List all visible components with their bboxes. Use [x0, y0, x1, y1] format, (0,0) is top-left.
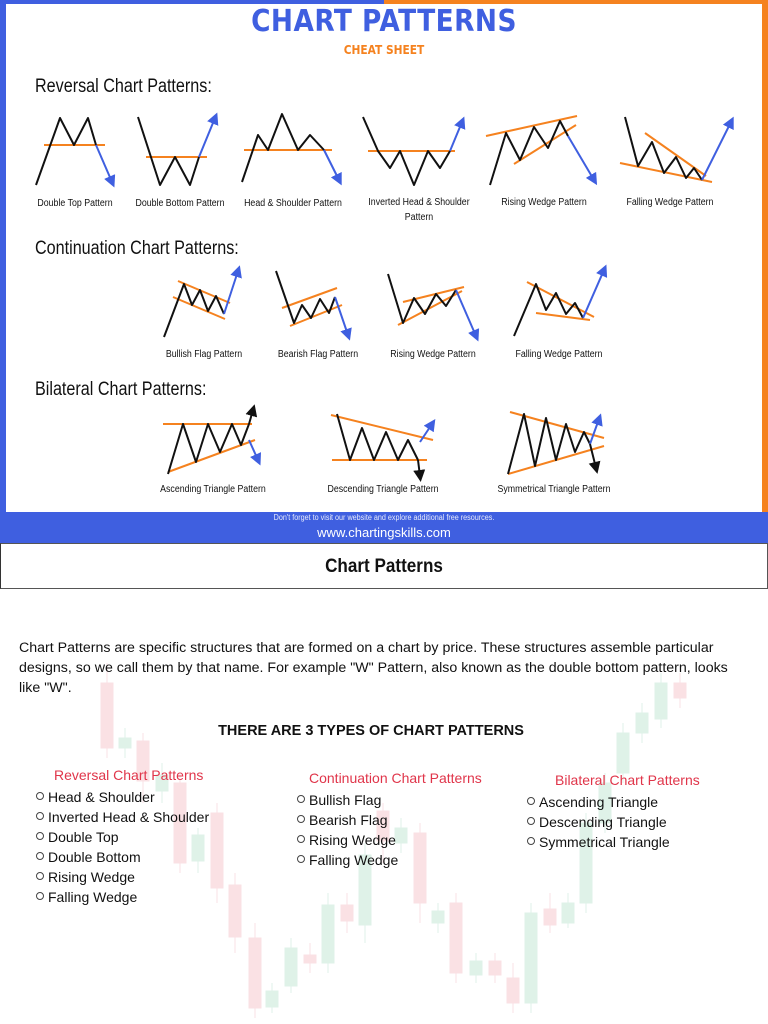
- footer-url-link[interactable]: www.chartingskills.com: [317, 525, 451, 540]
- label-double-top: Double Top Pattern: [37, 198, 113, 209]
- list-item: Double Bottom: [36, 847, 209, 867]
- list-item: Inverted Head & Shoulder: [36, 807, 209, 827]
- list-item: Falling Wedge: [36, 887, 209, 907]
- list-item: Bullish Flag: [297, 790, 482, 810]
- section-reversal: Reversal Chart Patterns:: [35, 76, 212, 97]
- list-item: Descending Triangle: [527, 812, 700, 832]
- bullish-flag-diagram: [163, 265, 242, 338]
- list-item: Symmetrical Triangle: [527, 832, 700, 852]
- head-shoulder-diagram: [241, 113, 342, 186]
- rising-wedge-diagram: [485, 115, 598, 186]
- label-inverted-head-shoulder: Inverted Head & Shoulder Pattern: [365, 195, 472, 225]
- reversal-list: Head & Shoulder Inverted Head & Shoulder…: [36, 787, 209, 907]
- reversal-column-title: Reversal Chart Patterns: [54, 767, 204, 783]
- falling-wedge-cont-diagram: [513, 264, 608, 337]
- continuation-column: Continuation Chart Patterns Bullish Flag…: [297, 770, 482, 870]
- cheat-sheet: CHART PATTERNS CHEAT SHEET Reversal Char…: [0, 0, 768, 543]
- top-border: [0, 0, 768, 4]
- footer-band: Don't forget to visit our website and ex…: [0, 512, 768, 543]
- label-ascending-triangle: Ascending Triangle Pattern: [160, 484, 266, 495]
- right-border: [762, 0, 768, 512]
- double-bottom-diagram: [137, 112, 219, 186]
- label-bullish-flag: Bullish Flag Pattern: [165, 349, 243, 360]
- label-bearish-flag: Bearish Flag Pattern: [277, 349, 359, 360]
- sheet-title: CHART PATTERNS: [251, 4, 517, 39]
- list-item: Falling Wedge: [297, 850, 482, 870]
- bilateral-column: Bilateral Chart Patterns Ascending Trian…: [527, 772, 700, 852]
- double-top-diagram: [35, 117, 116, 188]
- descending-triangle-diagram: [330, 413, 436, 482]
- inverted-head-shoulder-diagram: [362, 116, 466, 186]
- list-item: Ascending Triangle: [527, 792, 700, 812]
- sheet-subtitle: CHEAT SHEET: [343, 42, 425, 57]
- list-item: Bearish Flag: [297, 810, 482, 830]
- left-border: [0, 0, 6, 512]
- list-item: Head & Shoulder: [36, 787, 209, 807]
- label-head-shoulder: Head & Shoulder Pattern: [244, 198, 342, 209]
- bilateral-list: Ascending Triangle Descending Triangle S…: [527, 792, 700, 852]
- section-continuation: Continuation Chart Patterns:: [35, 238, 239, 259]
- list-item: Rising Wedge: [297, 830, 482, 850]
- label-double-bottom: Double Bottom Pattern: [135, 198, 225, 209]
- label-descending-triangle: Descending Triangle Pattern: [327, 484, 439, 495]
- pattern-diagrams: [35, 112, 734, 482]
- continuation-list: Bullish Flag Bearish Flag Rising Wedge F…: [297, 790, 482, 870]
- footer-note: Don't forget to visit our website and ex…: [273, 513, 495, 522]
- bilateral-column-title: Bilateral Chart Patterns: [555, 772, 700, 788]
- label-falling-wedge-cont: Falling Wedge Pattern: [515, 349, 603, 360]
- list-item: Double Top: [36, 827, 209, 847]
- symmetrical-triangle-diagram: [507, 411, 605, 475]
- section-bilateral: Bilateral Chart Patterns:: [35, 379, 207, 400]
- article-header: Chart Patterns: [0, 543, 768, 589]
- label-rising-wedge: Rising Wedge Pattern: [501, 197, 587, 208]
- rising-wedge-cont-diagram: [387, 273, 480, 342]
- types-heading: THERE ARE 3 TYPES OF CHART PATTERNS: [218, 723, 524, 739]
- list-item: Rising Wedge: [36, 867, 209, 887]
- bearish-flag-diagram: [275, 270, 352, 341]
- article-heading: Chart Patterns: [325, 556, 443, 577]
- label-symmetrical-triangle: Symmetrical Triangle Pattern: [497, 484, 611, 495]
- ascending-triangle-diagram: [163, 404, 262, 475]
- falling-wedge-diagram: [619, 116, 734, 183]
- label-inverted-line2: Pattern: [404, 212, 434, 223]
- label-inverted-line1: Inverted Head & Shoulder: [368, 197, 470, 208]
- candlestick-background: [100, 663, 687, 1018]
- article-section: Chart Patterns Chart Patterns are specif…: [0, 543, 768, 1024]
- reversal-column: Reversal Chart Patterns Head & Shoulder …: [36, 767, 209, 907]
- label-rising-wedge-cont: Rising Wedge Pattern: [390, 349, 476, 360]
- continuation-column-title: Continuation Chart Patterns: [309, 770, 482, 786]
- label-falling-wedge: Falling Wedge Pattern: [626, 197, 714, 208]
- intro-paragraph: Chart Patterns are specific structures t…: [19, 640, 728, 696]
